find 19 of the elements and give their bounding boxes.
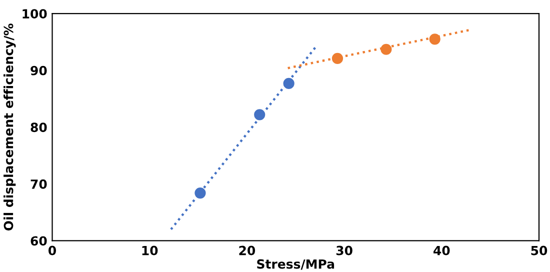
x-tick-label: 10	[142, 246, 158, 256]
x-axis-title: Stress/MPa	[257, 259, 334, 270]
point	[332, 52, 344, 64]
x-tick-label: 40	[434, 246, 450, 256]
y-axis-title: Oil displacement efficiency/%	[4, 24, 16, 230]
point	[283, 78, 294, 89]
point	[194, 187, 206, 199]
y-tick-label: 60	[30, 236, 47, 246]
y-tick-label: 70	[30, 179, 47, 189]
point	[380, 44, 392, 55]
x-tick-label: 0	[48, 246, 56, 256]
y-tick-label: 90	[30, 66, 47, 76]
y-tick-label: 80	[30, 122, 47, 132]
x-tick-label: 30	[336, 246, 352, 256]
y-tick-label: 100	[22, 9, 47, 19]
x-tick-label: 50	[531, 246, 548, 256]
point	[429, 34, 440, 45]
point	[254, 109, 266, 120]
x-tick-label: 20	[239, 246, 256, 256]
